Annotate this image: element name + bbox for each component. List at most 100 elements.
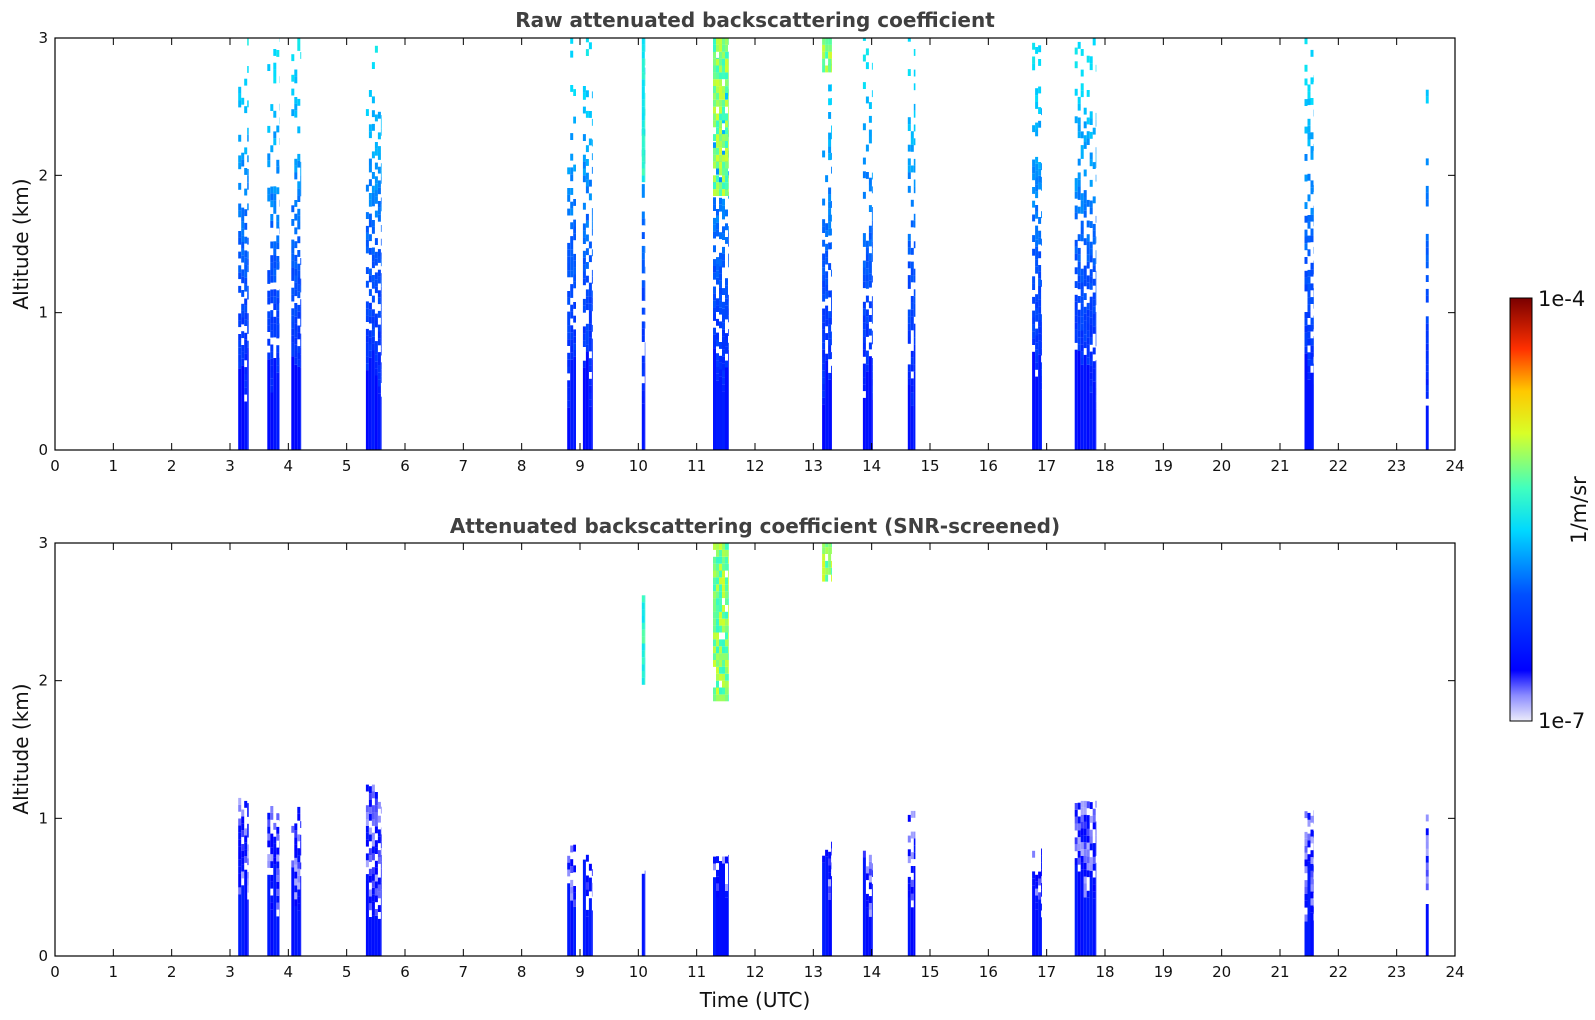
heatmap-cell [1086, 234, 1090, 242]
heatmap-cell [728, 315, 729, 323]
heatmap-cell [822, 65, 826, 73]
heatmap-cell [374, 840, 378, 848]
heatmap-cell [567, 318, 571, 326]
heatmap-cell [1425, 842, 1429, 849]
heatmap-cell [270, 909, 274, 956]
heatmap-cell [380, 176, 382, 184]
heatmap-cell [247, 169, 249, 176]
heatmap-cell [1089, 857, 1093, 865]
heatmap-cell [641, 211, 645, 219]
heatmap-cell [570, 188, 574, 195]
heatmap-cell [1425, 385, 1429, 392]
heatmap-cell [276, 826, 280, 834]
heatmap-cell [371, 874, 375, 881]
heatmap-cell [713, 154, 716, 162]
heatmap-cell [1310, 132, 1314, 140]
heatmap-cell [716, 618, 719, 626]
heatmap-cell [728, 253, 729, 261]
heatmap-cell [1095, 174, 1097, 182]
heatmap-cell [591, 166, 593, 174]
heatmap-cell [725, 127, 728, 135]
heatmap-cell [297, 284, 301, 292]
heatmap-cell [588, 193, 592, 201]
heatmap-cell [1080, 268, 1084, 276]
heatmap-cell [1041, 176, 1042, 184]
heatmap-cell [1425, 316, 1429, 324]
heatmap-cell [1086, 302, 1090, 310]
heatmap-cell [722, 226, 725, 234]
heatmap-cell [241, 303, 245, 311]
heatmap-cell [247, 327, 249, 334]
heatmap-cell [588, 406, 592, 450]
heatmap-cell [297, 889, 301, 897]
heatmap-cell [365, 370, 369, 450]
heatmap-cell [1074, 803, 1078, 810]
heatmap-cell [297, 291, 301, 299]
heatmap-cell [1038, 347, 1042, 355]
heatmap-cell [1095, 800, 1097, 808]
heatmap-cell [1425, 275, 1429, 282]
heatmap-cell [273, 206, 277, 214]
heatmap-cell [1035, 95, 1039, 102]
heatmap-cell [910, 199, 914, 207]
heatmap-cell [273, 822, 277, 830]
heatmap-cell [1307, 833, 1311, 841]
heatmap-cell [831, 317, 832, 325]
heatmap-cell [380, 286, 382, 294]
heatmap-cell [585, 90, 589, 98]
heatmap-cell [868, 315, 872, 322]
heatmap-cell [267, 311, 271, 319]
x-tick-label: 15 [920, 457, 939, 475]
heatmap-cell [1038, 871, 1042, 879]
heatmap-cell [291, 308, 295, 316]
heatmap-cell [380, 334, 382, 342]
heatmap-cell [1095, 367, 1097, 374]
heatmap-cell [1083, 203, 1087, 211]
heatmap-cell [716, 127, 719, 135]
heatmap-cell [294, 357, 298, 365]
heatmap-cell [267, 325, 271, 332]
heatmap-cell [728, 226, 729, 233]
heatmap-cell [365, 832, 369, 840]
heatmap-cell [1074, 267, 1078, 275]
heatmap-cell [828, 58, 832, 66]
heatmap-cell [722, 666, 725, 674]
heatmap-cell [641, 390, 645, 397]
heatmap-cell [713, 231, 716, 239]
heatmap-cell [722, 673, 725, 681]
heatmap-cell [822, 44, 826, 52]
heatmap-cell [585, 916, 589, 956]
heatmap-cell [585, 262, 589, 269]
heatmap-cell [1077, 337, 1081, 345]
heatmap-cell [371, 887, 375, 895]
heatmap-cell [871, 234, 873, 242]
heatmap-cell [728, 611, 729, 619]
heatmap-cell [868, 896, 872, 903]
heatmap-cell [1086, 323, 1090, 331]
heatmap-cell [591, 290, 593, 298]
heatmap-cell [871, 248, 873, 256]
heatmap-cell [644, 356, 646, 363]
heatmap-cell [725, 154, 728, 162]
heatmap-cell [907, 336, 911, 344]
heatmap-cell [1041, 238, 1042, 246]
heatmap-cell [728, 680, 729, 688]
heatmap-cell [1083, 800, 1087, 808]
heatmap-cell [725, 298, 728, 306]
heatmap-cell [1086, 261, 1090, 269]
heatmap-cell [1080, 835, 1084, 843]
heatmap-cell [374, 888, 378, 896]
heatmap-cell [1310, 372, 1314, 450]
heatmap-cell [825, 574, 829, 582]
heatmap-cell [1035, 184, 1039, 192]
heatmap-cell [573, 886, 576, 893]
heatmap-cell [238, 134, 242, 142]
heatmap-cell [1089, 836, 1093, 844]
heatmap-cell [722, 150, 725, 158]
heatmap-cell [380, 889, 382, 956]
heatmap-cell [1086, 241, 1090, 248]
heatmap-cell [276, 304, 280, 311]
heatmap-cell [913, 158, 916, 166]
heatmap-cell [1095, 408, 1097, 450]
heatmap-cell [291, 825, 295, 833]
